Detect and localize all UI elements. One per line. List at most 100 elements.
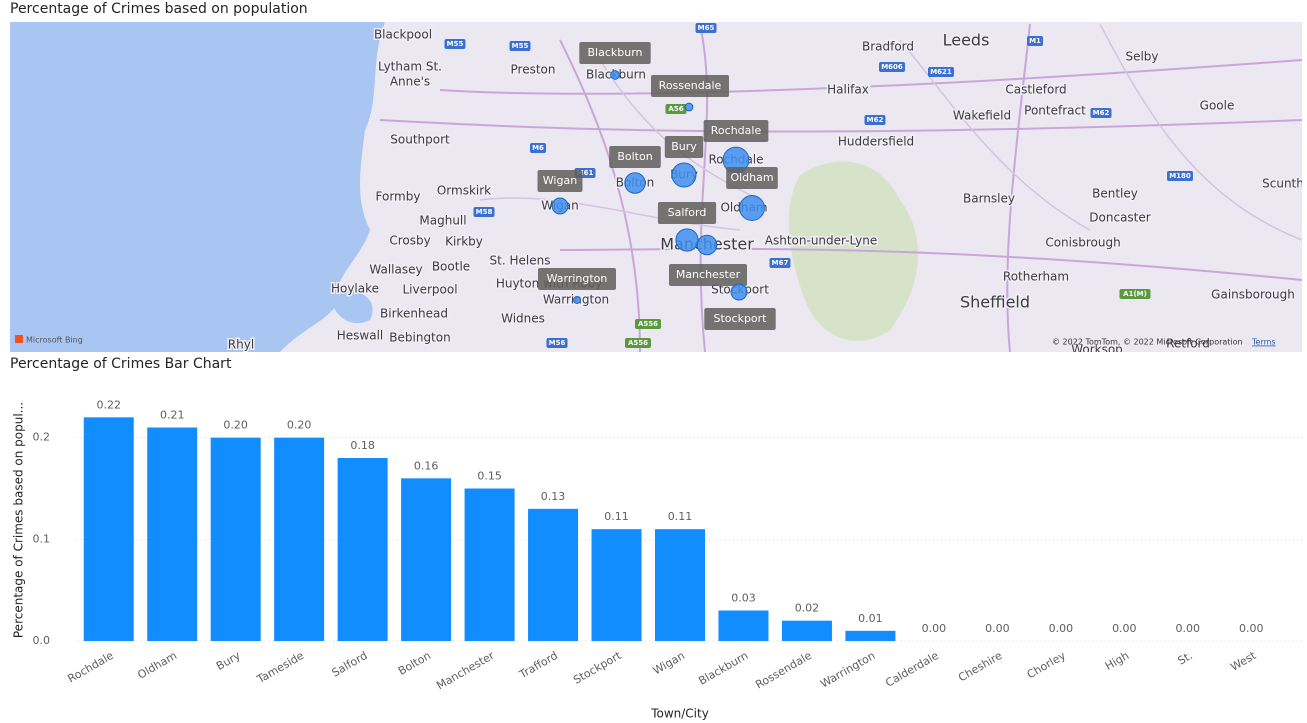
map-marker-label: Stockport	[714, 312, 768, 325]
map-place-label: Maghull	[419, 214, 466, 228]
road-shield	[635, 319, 661, 329]
map-place-label: Barnsley	[963, 192, 1015, 206]
value-label: 0.11	[668, 510, 693, 523]
road-shield	[444, 39, 466, 49]
road-label: M6	[532, 144, 544, 152]
map-place-label: Scunth	[1262, 177, 1304, 191]
road-shield	[546, 338, 568, 348]
map-bubble[interactable]	[730, 283, 748, 301]
road-shield	[473, 207, 495, 217]
map-bubble[interactable]	[675, 228, 699, 252]
value-label: 0.03	[731, 592, 756, 605]
x-tick-label: Trafford	[516, 649, 560, 682]
road-shield	[695, 23, 717, 33]
map[interactable]: Blackpool Lytham St.Anne's Preston Blackbur…	[10, 22, 1304, 357]
map-marker-label: Bolton	[617, 150, 652, 163]
map-bubble[interactable]	[671, 162, 697, 188]
map-marker-label: Warrington	[547, 272, 608, 285]
road-label: A1(M)	[1123, 290, 1147, 298]
map-label-box	[664, 136, 704, 158]
value-label: 0.00	[1112, 622, 1137, 635]
value-label: 0.11	[604, 510, 629, 523]
map-place-label: Leeds	[943, 31, 990, 50]
map-place-label: Birkenhead	[380, 307, 448, 321]
map-label-box	[669, 264, 747, 286]
map-marker-label: Oldham	[730, 171, 773, 184]
bar[interactable]	[401, 478, 452, 641]
bar[interactable]	[655, 529, 705, 641]
x-tick-label: Cheshire	[956, 649, 1004, 684]
map-title: Percentage of Crimes based on population	[10, 1, 308, 17]
map-place-label: Retford	[1166, 337, 1210, 351]
bar[interactable]	[337, 458, 388, 641]
value-label: 0.13	[541, 490, 566, 503]
map-bubble[interactable]	[684, 102, 694, 112]
bar[interactable]	[147, 427, 198, 642]
map-place-label: Rotherham	[1003, 270, 1069, 284]
x-tick-label: Stockport	[571, 649, 624, 687]
map-bubble[interactable]	[624, 172, 646, 194]
map-label-box	[657, 202, 717, 224]
map-place-label: Rhyl	[228, 338, 254, 352]
bar[interactable]	[464, 488, 515, 642]
road-shield	[928, 67, 954, 77]
road-label: M67	[772, 259, 789, 267]
y-tick-label: 0.1	[33, 532, 51, 545]
x-tick-label: Calderdale	[883, 649, 941, 690]
map-place-label: Kirkby	[445, 235, 483, 249]
road-label: A556	[638, 320, 658, 328]
map-bubble[interactable]	[573, 296, 581, 304]
map-bubble[interactable]	[739, 195, 765, 221]
x-tick-label: Bolton	[396, 649, 433, 678]
map-place-label: Sheffield	[960, 293, 1030, 312]
road-label: A556	[628, 339, 648, 347]
bar[interactable]	[591, 529, 642, 641]
map-place-label: Worksop	[1071, 343, 1123, 357]
value-label: 0.00	[985, 622, 1010, 635]
value-label: 0.01	[858, 612, 883, 625]
map-place-label: Preston	[511, 63, 556, 77]
bar[interactable]	[781, 620, 832, 641]
map-bubble[interactable]	[551, 197, 569, 215]
road-label: M56	[549, 339, 566, 347]
map-place-label: Doncaster	[1089, 211, 1150, 225]
bar[interactable]	[528, 508, 579, 641]
map-terms[interactable]: Terms	[1251, 338, 1276, 347]
road-shield	[1119, 289, 1151, 299]
bar[interactable]	[210, 437, 261, 641]
map-label-box	[609, 146, 661, 168]
bar[interactable]	[845, 630, 896, 641]
x-tick-label: Chorley	[1025, 649, 1069, 682]
map-label-box	[537, 170, 583, 192]
map-marker-label: Wigan	[543, 174, 577, 187]
bar[interactable]	[718, 610, 769, 642]
bing-logo: Microsoft Bing	[26, 336, 83, 345]
value-label: 0.16	[414, 459, 439, 472]
map-estuary	[330, 289, 373, 324]
road-label: M61	[577, 169, 594, 177]
x-tick-label: Bury	[214, 649, 243, 673]
bar[interactable]	[274, 437, 325, 641]
map-place-label: Blackpool	[374, 28, 432, 42]
road-label: M62	[867, 116, 884, 124]
road-shield	[769, 258, 791, 268]
value-label: 0.15	[477, 470, 502, 483]
bar[interactable]	[83, 417, 134, 641]
map-attribution: © 2022 TomTom, © 2022 Microsoft Corporat…	[1052, 338, 1243, 347]
map-bubble[interactable]	[610, 70, 620, 80]
map-place-label: Widnes	[501, 312, 545, 326]
map-marker-label: Salford	[668, 206, 707, 219]
road-shield	[1167, 171, 1193, 181]
map-label-box	[703, 120, 769, 142]
map-bubble[interactable]	[696, 234, 718, 256]
map-place-label: Bradford	[862, 40, 914, 54]
map-place-label: Bootle	[432, 260, 470, 274]
map-place-label: Ormskirk	[437, 184, 491, 198]
map-place-label: Castleford	[1005, 83, 1066, 97]
y-tick-label: 0.0	[33, 634, 51, 647]
map-label-box	[538, 268, 616, 290]
x-tick-label: Oldham	[135, 649, 179, 682]
road-label: M55	[512, 42, 529, 50]
map-label-box	[704, 308, 776, 330]
